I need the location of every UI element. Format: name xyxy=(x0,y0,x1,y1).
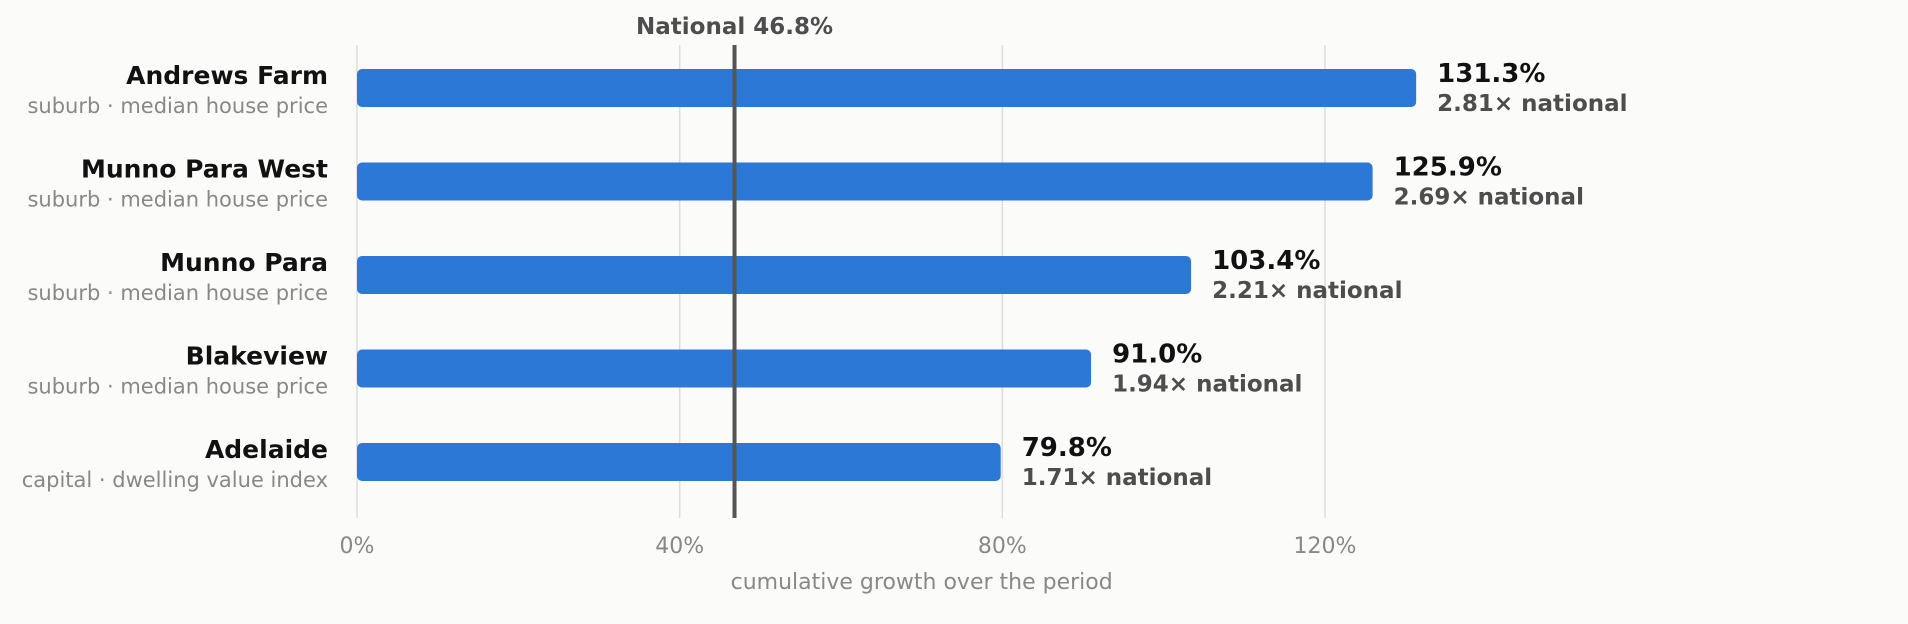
x-axis-title: cumulative growth over the period xyxy=(731,570,1113,595)
category-label: Blakeview xyxy=(186,342,328,371)
multiple-label: 1.94× national xyxy=(1112,372,1302,398)
bar xyxy=(357,162,1373,201)
category-label: Munno Para West xyxy=(81,155,328,184)
value-label: 91.0% xyxy=(1112,340,1202,370)
bar xyxy=(357,443,1001,481)
value-label: 131.3% xyxy=(1437,59,1545,89)
x-tick-label: 40% xyxy=(655,534,704,559)
category-subtitle: suburb · median house price xyxy=(27,375,328,399)
bar xyxy=(357,69,1417,107)
value-label: 79.8% xyxy=(1022,433,1112,463)
multiple-label: 2.69× national xyxy=(1394,185,1584,211)
value-label: 103.4% xyxy=(1212,246,1320,276)
category-label: Munno Para xyxy=(160,248,328,277)
category-subtitle: suburb · median house price xyxy=(27,94,328,118)
reference-label: National 46.8% xyxy=(636,14,833,40)
multiple-label: 2.21× national xyxy=(1212,278,1402,304)
category-label: Adelaide xyxy=(205,435,328,464)
category-subtitle: capital · dwelling value index xyxy=(22,468,328,492)
category-subtitle: suburb · median house price xyxy=(27,188,328,212)
multiple-label: 1.71× national xyxy=(1022,465,1212,491)
x-tick-label: 0% xyxy=(340,534,375,559)
category-label: Andrews Farm xyxy=(126,61,328,90)
bar xyxy=(357,256,1192,294)
x-tick-label: 80% xyxy=(978,534,1027,559)
x-tick-label: 120% xyxy=(1294,534,1357,559)
category-labels: Andrews Farm suburb · median house price M… xyxy=(22,61,328,492)
bars xyxy=(357,69,1417,481)
multiple-label: 2.81× national xyxy=(1437,91,1627,117)
reference-line-group: National 46.8% xyxy=(636,14,833,518)
category-subtitle: suburb · median house price xyxy=(27,281,328,305)
value-labels: 131.3%2.81× national 125.9%2.69× national… xyxy=(1022,59,1628,491)
x-axis: cumulative growth over the period 0% 40% 8… xyxy=(340,534,1357,595)
bar xyxy=(357,349,1092,388)
value-label: 125.9% xyxy=(1394,153,1502,183)
